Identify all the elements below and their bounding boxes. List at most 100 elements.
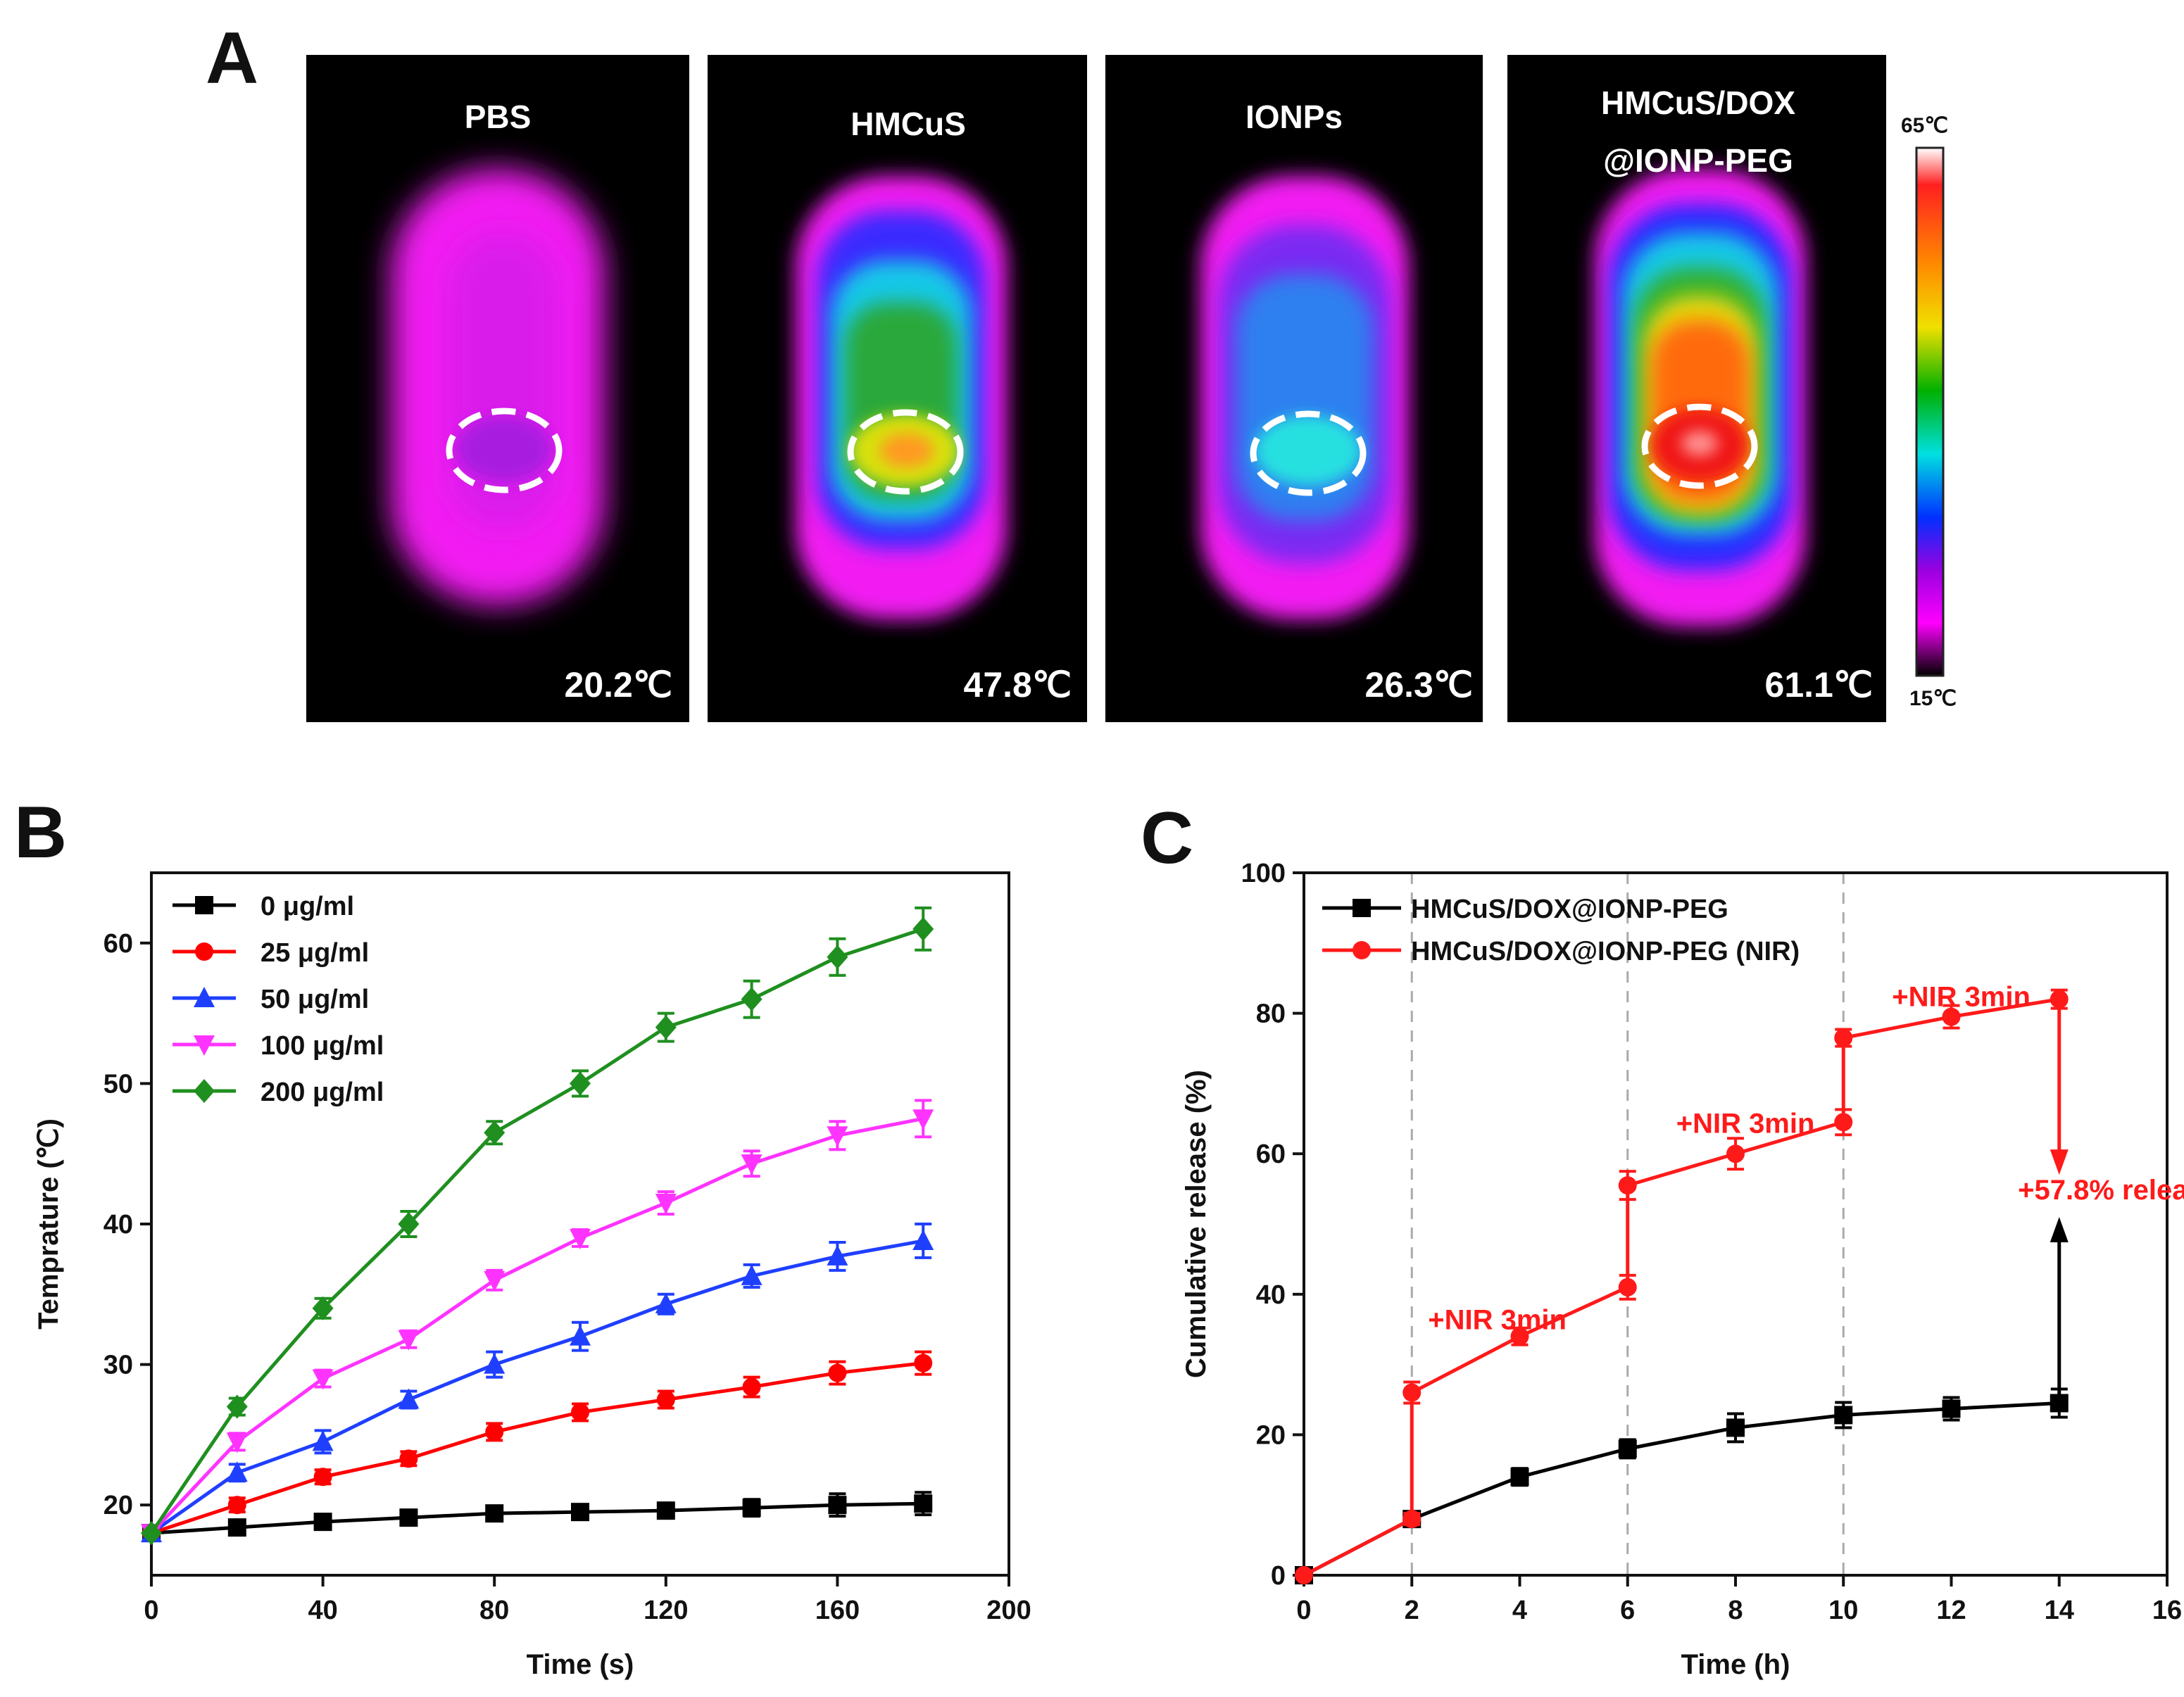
legend-label: 200 μg/ml [261,1078,384,1107]
panel-c-letter: C [1141,797,1193,879]
series-0 [142,1491,933,1543]
x-tick-label: 40 [308,1596,337,1625]
scale-max-label: 65℃ [1901,114,1948,137]
data-point [1510,1468,1529,1487]
legend-marker [194,987,215,1007]
annotation: +NIR 3min [1676,1108,1815,1139]
thermal-image-pbs: PBS 20.2℃ [306,55,689,722]
x-tick-label: 0 [144,1596,158,1625]
series-line [151,1361,924,1535]
arrow-head [2050,1217,2069,1243]
y-tick-label: 0 [1271,1561,1286,1591]
panel-b: B 0 40 80 120 160 200 20 30 40 50 60 Time (s) Tempra… [14,792,1031,1680]
data-point [1295,1566,1313,1584]
y-tick-label: 30 [103,1351,133,1380]
arrow [2050,999,2069,1175]
data-point [655,1292,677,1313]
data-point [399,1449,418,1468]
annotation: +NIR 3min [1892,982,2031,1013]
data-point [1510,1327,1529,1346]
data-point [571,1403,589,1422]
legend-marker [195,942,213,961]
image-label-line-1: HMCuS/DOX [1601,84,1795,121]
y-axis-title: Temprature (℃) [33,1118,64,1330]
heat-core-orange [880,434,934,467]
x-tick-label: 4 [1512,1596,1527,1625]
legend: HMCuS/DOX@IONP-PEG HMCuS/DOX@IONP-PEG (NI… [1322,895,1800,966]
series-line [151,1501,924,1535]
x-tick-label: 2 [1405,1596,1419,1625]
x-tick-label: 80 [479,1596,509,1625]
legend-marker [1353,899,1371,917]
data-point [1726,1418,1745,1437]
roi-ellipse [446,408,563,493]
y-tick-label: 20 [1256,1420,1286,1450]
data-point [655,1194,677,1215]
annotation: +NIR 3min [1428,1305,1567,1336]
x-tick-label: 200 [986,1596,1031,1625]
x-tick-label: 12 [1936,1596,1966,1625]
image-temperature: 20.2℃ [565,665,672,705]
legend-label: 100 μg/ml [261,1031,384,1061]
image-temperature: 61.1℃ [1765,665,1873,705]
y-tick-label: 100 [1241,859,1286,888]
data-point [226,1432,248,1453]
series-line [149,927,924,1534]
x-axis-title: Time (h) [1681,1649,1790,1680]
image-temperature: 47.8℃ [964,665,1072,705]
data-point [484,1121,506,1145]
plot-frame [150,871,1010,1577]
data-point [571,1503,589,1522]
data-point [312,1430,334,1451]
data-point [1618,1278,1637,1297]
data-point [398,1330,420,1351]
legend-marker [195,896,213,914]
x-tick-label: 0 [1296,1596,1311,1625]
data-point [1942,1007,1961,1026]
data-point [1834,1406,1853,1425]
data-point [1402,1383,1422,1402]
legend-label: 50 μg/ml [261,985,369,1014]
data-point [827,945,848,969]
data-point [398,1388,420,1409]
image-label: HMCuS [851,106,966,142]
legend-marker [194,1035,215,1056]
heat-core-white [1681,431,1718,456]
legend-label: HMCuS/DOX@IONP-PEG [1411,895,1728,924]
data-point [742,1499,761,1518]
y-tick-label: 80 [1256,999,1286,1029]
data-point [656,1501,675,1520]
data-point [570,1071,591,1096]
legend-label: 25 μg/ml [261,938,369,968]
heat-layer-violet [447,232,560,528]
panel-b-letter: B [14,792,67,873]
data-point [656,1390,675,1409]
data-point [914,1494,933,1513]
annotation: +57.8% release [2018,1175,2184,1206]
data-point [227,1518,246,1537]
data-point [912,1109,934,1130]
roi-ellipse [1641,403,1758,489]
data-point [485,1422,504,1441]
data-point [741,1154,762,1175]
data-point [1834,1113,1853,1132]
x-tick-label: 8 [1728,1596,1743,1625]
legend-label: HMCuS/DOX@IONP-PEG (NIR) [1411,937,1800,966]
thermal-image-hmcus-dox-ionp-peg: HMCuS/DOX @IONP-PEG 61.1℃ [1507,55,1886,722]
y-tick-label: 40 [103,1210,133,1239]
plot-frame [1303,871,2169,1577]
heat-core [456,417,552,481]
series-1 [142,1350,933,1543]
data-point [484,1270,506,1292]
data-point [742,1377,761,1396]
thermal-image-ionps: IONPs 26.3℃ [1105,55,1483,722]
y-tick-label: 60 [1256,1140,1286,1169]
series-3 [141,1099,934,1545]
data-point [912,1229,934,1250]
series-line [150,1116,924,1534]
y-tick-label: 40 [1256,1280,1286,1310]
data-point [828,1363,847,1382]
series-1 [1295,988,2069,1584]
chart-b: 0 40 80 120 160 200 20 30 40 50 60 Time (s) Tempratu… [33,871,1031,1680]
panel-c: C 0 2 4 6 8 10 12 14 16 0 20 40 60 80 100 Time (h) Cumul… [1141,797,2184,1680]
